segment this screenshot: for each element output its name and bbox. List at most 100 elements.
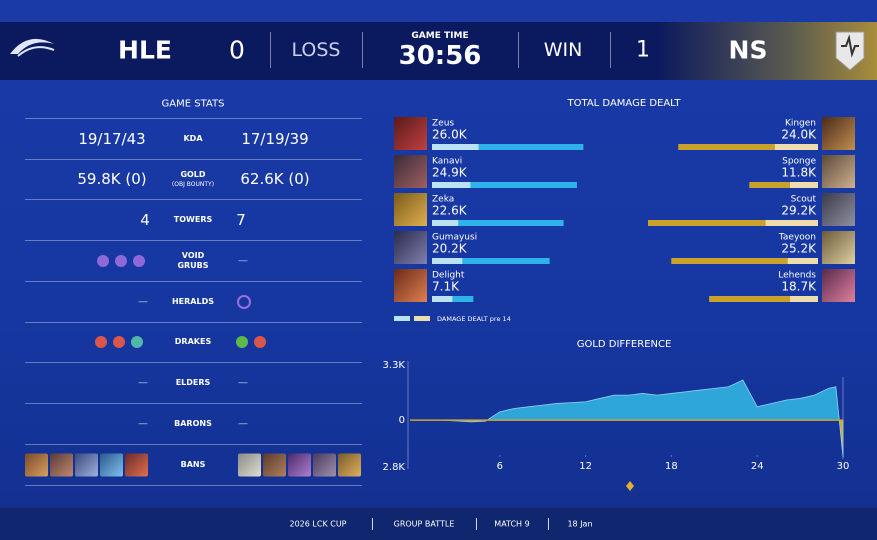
damage-label: 25.2K bbox=[781, 242, 817, 256]
ban-icons bbox=[238, 453, 361, 477]
stat-label: HERALDS bbox=[171, 297, 214, 306]
player-portrait bbox=[822, 155, 855, 188]
damage-label: 29.2K bbox=[781, 204, 817, 218]
stat-label: GOLD bbox=[180, 170, 206, 179]
player-name: Zeus bbox=[432, 119, 454, 129]
player-portrait bbox=[394, 155, 427, 188]
x-tick-label: 12 bbox=[579, 461, 592, 472]
stat-label: BARONS bbox=[174, 419, 212, 428]
chart-title: TOTAL DAMAGE DEALT bbox=[567, 98, 682, 109]
player-name: Delight bbox=[432, 271, 465, 281]
damage-label: 24.0K bbox=[781, 128, 817, 142]
ban-portrait bbox=[313, 453, 336, 477]
ban-portrait bbox=[288, 453, 311, 477]
stat-label: BANS bbox=[180, 460, 206, 469]
damage-label: 20.2K bbox=[432, 242, 468, 256]
game-stats-panel: GAME STATS 19/17/43 KDA 17/19/39 59.8K (0)… bbox=[25, 90, 362, 490]
stat-left: 19/17/43 bbox=[78, 130, 146, 148]
drake-icon bbox=[254, 336, 266, 348]
stat-label: TOWERS bbox=[173, 215, 213, 224]
grub-icon bbox=[133, 255, 145, 267]
footer-bar: 2026 LCK CUP GROUP BATTLE MATCH 9 18 Jan bbox=[0, 508, 877, 540]
player-portrait bbox=[822, 269, 855, 302]
stat-row: BANS bbox=[25, 445, 362, 486]
stat-label: ELDERS bbox=[175, 378, 211, 387]
stat-right: 17/19/39 bbox=[241, 130, 309, 148]
stat-label: DRAKES bbox=[174, 337, 212, 346]
separator bbox=[362, 32, 363, 68]
player-portrait bbox=[822, 117, 855, 150]
ban-portrait bbox=[338, 453, 361, 477]
stat-right: 62.6K (0) bbox=[240, 170, 310, 188]
drake-icon bbox=[95, 336, 107, 348]
team-logo-right bbox=[835, 31, 865, 71]
y-tick-label: 0 bbox=[399, 415, 405, 426]
player-portrait bbox=[822, 193, 855, 226]
drake-icon bbox=[131, 336, 143, 348]
player-name: Kingen bbox=[785, 119, 816, 129]
stat-right: 7 bbox=[236, 211, 246, 229]
drake-icon bbox=[113, 336, 125, 348]
game-time: 30:56 bbox=[398, 41, 482, 71]
ornament bbox=[626, 481, 634, 491]
drake-icon bbox=[236, 336, 248, 348]
herald-icons bbox=[237, 295, 251, 309]
footer-text: MATCH 9 bbox=[494, 519, 530, 529]
damage-label: 24.9K bbox=[432, 166, 468, 180]
ban-portrait bbox=[75, 453, 98, 477]
damage-bar bbox=[432, 182, 577, 188]
chart-title: GOLD DIFFERENCE bbox=[577, 339, 672, 350]
player-name: Taeyoon bbox=[778, 233, 816, 243]
ban-icons bbox=[25, 453, 148, 477]
grub-icons bbox=[97, 255, 145, 267]
stat-row: — HERALDS bbox=[25, 282, 362, 323]
team-logo-left bbox=[10, 38, 55, 57]
damage-label: 7.1K bbox=[432, 280, 460, 294]
pre14-bar bbox=[432, 182, 471, 188]
legend-label: DAMAGE DEALT pre 14 bbox=[437, 315, 511, 323]
footer-text: 2026 LCK CUP bbox=[289, 519, 347, 529]
legend-swatch bbox=[394, 316, 410, 321]
ban-portrait bbox=[100, 453, 123, 477]
y-tick-label: 2.8K bbox=[383, 462, 406, 473]
stat-left: — bbox=[138, 377, 148, 389]
footer-text: 18 Jan bbox=[567, 519, 593, 529]
player-portrait bbox=[394, 269, 427, 302]
stat-right: — bbox=[238, 418, 248, 430]
x-tick-label: 6 bbox=[497, 461, 503, 472]
pre14-bar bbox=[432, 296, 453, 302]
damage-bar bbox=[432, 220, 564, 226]
damage-bar bbox=[432, 258, 550, 264]
drake-icons bbox=[95, 336, 143, 348]
stat-label: VOID GRUBS bbox=[177, 251, 209, 270]
damage-label: 11.8K bbox=[781, 166, 817, 180]
player-name: Lehends bbox=[778, 271, 816, 281]
stat-row: VOID GRUBS — bbox=[25, 241, 362, 282]
damage-bar bbox=[709, 296, 818, 302]
stat-row: 59.8K (0) GOLD (OBJ BOUNTY) 62.6K (0) bbox=[25, 159, 362, 200]
x-tick-label: 30 bbox=[837, 461, 850, 472]
result-right: WIN bbox=[543, 39, 583, 61]
grub-icon bbox=[97, 255, 109, 267]
stat-left: 59.8K (0) bbox=[77, 170, 147, 188]
damage-label: 18.7K bbox=[781, 280, 817, 294]
stat-left: 4 bbox=[140, 211, 150, 229]
separator bbox=[610, 32, 611, 68]
stat-row: — ELDERS — bbox=[25, 363, 362, 404]
ban-portrait bbox=[50, 453, 73, 477]
damage-bar bbox=[678, 144, 818, 150]
panel-title: GAME STATS bbox=[161, 98, 225, 110]
result-left: LOSS bbox=[291, 39, 341, 61]
player-portrait bbox=[394, 193, 427, 226]
ban-portrait bbox=[238, 453, 261, 477]
stat-left: — bbox=[138, 418, 148, 430]
team-left: HLE bbox=[118, 35, 172, 65]
charts: TOTAL DAMAGE DEALT GOLD DIFFERENCE DAMAG… bbox=[383, 98, 855, 491]
pre14-bar bbox=[790, 296, 818, 302]
stat-right: — bbox=[238, 377, 248, 389]
x-tick-label: 24 bbox=[751, 461, 764, 472]
stat-right: — bbox=[238, 255, 248, 267]
ban-portrait bbox=[25, 453, 48, 477]
grub-icon bbox=[115, 255, 127, 267]
damage-bar bbox=[432, 144, 584, 150]
